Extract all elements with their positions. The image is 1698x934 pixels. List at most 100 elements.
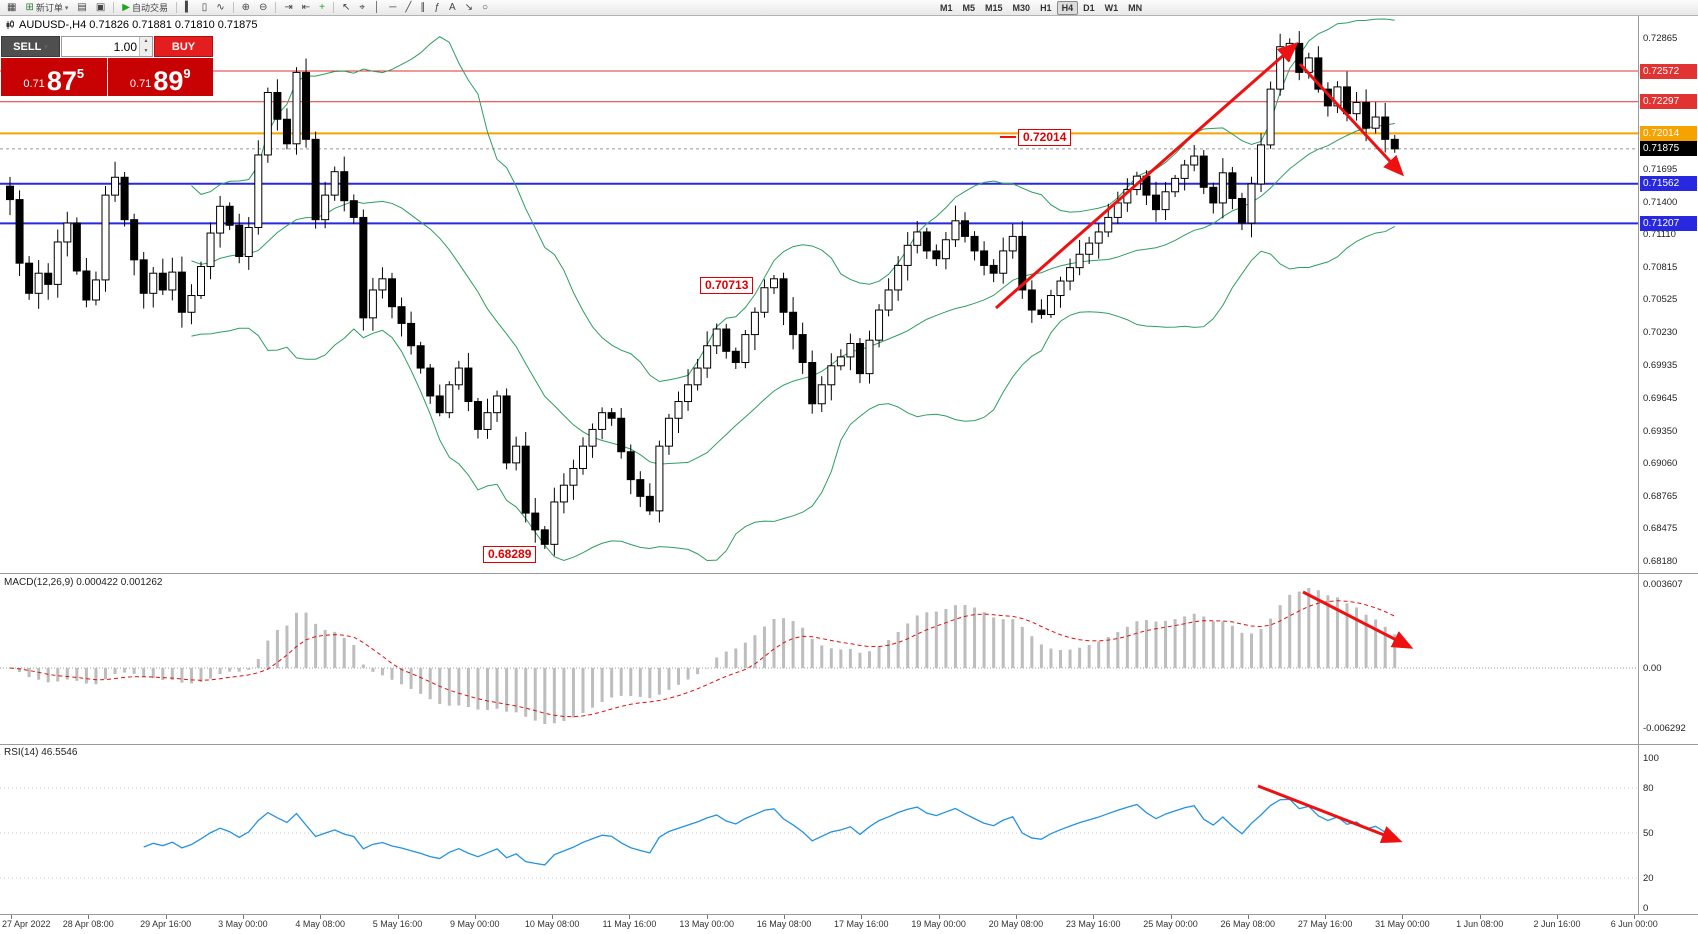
profiles-icon[interactable]: ▤	[73, 1, 90, 15]
timeframe-w1-button[interactable]: W1	[1100, 1, 1124, 15]
macd-indicator	[0, 588, 1638, 724]
timeframe-m5-button[interactable]: M5	[958, 1, 981, 15]
zoom-in-icon[interactable]: ⊕	[238, 1, 254, 15]
bar-chart-icon: ▍	[185, 1, 193, 13]
one-click-trading-panel: SELL ▾ ▲ ▼ BUY 0.71 87 5 0.71 89 9	[1, 36, 213, 96]
line-chart-icon[interactable]: ∿	[212, 1, 228, 15]
timeframe-m1-button[interactable]: M1	[935, 1, 958, 15]
chart-shift-icon: ⇤	[301, 1, 311, 13]
chart-shift-icon[interactable]: ⇤	[298, 1, 314, 15]
trendline-icon[interactable]: ╱	[401, 1, 415, 15]
volume-spinner: ▲ ▼	[139, 37, 152, 56]
volume-down-button[interactable]: ▼	[140, 46, 152, 56]
shapes-icon[interactable]: ○	[478, 1, 492, 15]
sell-button[interactable]: SELL ▾	[1, 36, 60, 57]
timeframe-m15-button[interactable]: M15	[980, 1, 1008, 15]
macd-signal-line	[9, 600, 1395, 718]
zoom-in-icon: ⊕	[241, 1, 250, 13]
buy-button[interactable]: BUY	[154, 36, 213, 57]
buy-price-big-digits: 89	[153, 66, 184, 96]
toolbar-separator	[232, 2, 234, 13]
trade-panel-controls: SELL ▾ ▲ ▼ BUY	[1, 36, 213, 57]
channel-icon[interactable]: ∥	[416, 1, 429, 15]
autotrade-button[interactable]: ▶ 自动交易	[118, 1, 172, 15]
timeframe-h1-button[interactable]: H1	[1035, 1, 1057, 15]
buy-price-prefix: 0.71	[129, 78, 152, 90]
bollinger-middle-band	[191, 122, 1395, 465]
horizontal-line-icon: ─	[389, 1, 397, 13]
text-icon: A	[448, 1, 456, 13]
toolbar-separator	[333, 2, 335, 13]
macd-indicator-label: MACD(12,26,9) 0.000422 0.001262	[4, 577, 163, 588]
sell-price-big-digits: 87	[46, 66, 77, 96]
new-chart-icon: ▦	[7, 1, 17, 13]
trendline-icon: ╱	[405, 1, 412, 13]
candlestick-chart-icon: ▯	[201, 1, 208, 13]
sell-price-pip-digit: 5	[76, 66, 85, 81]
sell-button-label: SELL	[13, 40, 42, 53]
toolbar-separator	[113, 2, 115, 13]
bar-chart-icon[interactable]: ▍	[181, 1, 197, 15]
sell-price-prefix: 0.71	[23, 78, 45, 90]
terminal-icon[interactable]: ▣	[92, 1, 109, 15]
trend-arrow-4[interactable]	[1257, 784, 1403, 843]
indicators-icon: +	[319, 1, 326, 13]
timeframe-toolbar: M1 M5 M15 M30 H1 H4 D1 W1 MN	[935, 1, 1147, 15]
volume-up-button[interactable]: ▲	[140, 37, 152, 47]
new-order-button-caret-icon: ▾	[64, 4, 69, 12]
arrows-icon[interactable]: ↘	[461, 1, 477, 15]
new-order-button-label: 新订单	[35, 3, 63, 13]
crosshair-icon[interactable]: ⌖	[355, 1, 369, 15]
bollinger-lower-band	[191, 225, 1395, 561]
candlestick-series	[6, 31, 1399, 556]
toolbar-separator	[176, 2, 177, 13]
symbol-ohlc-text: AUDUSD-,H4 0.71826 0.71881 0.71810 0.718…	[19, 19, 258, 31]
chart-icon	[6, 20, 14, 29]
cursor-icon[interactable]: ↖	[338, 1, 354, 15]
autotrade-button-label: 自动交易	[131, 3, 168, 13]
profiles-icon: ▤	[77, 1, 87, 13]
sell-price-display[interactable]: 0.71 87 5	[1, 58, 107, 96]
zoom-out-icon: ⊖	[259, 1, 268, 13]
main-toolbar: ▦ ⊞ 新订单 ▾ ▤ ▣ ▶ 自动交易 ▍ ▯ ∿ ⊕ ⊖ ⇥ ⇤ + ↖ ⌖ │ ─ ╱ ∥ ƒ A ↘ ○	[0, 0, 1698, 16]
crosshair-icon: ⌖	[359, 1, 366, 13]
zoom-out-icon[interactable]: ⊖	[255, 1, 271, 15]
vertical-line-icon: │	[374, 1, 381, 13]
arrows-icon: ↘	[464, 1, 474, 13]
trend-arrow-1[interactable]	[995, 42, 1299, 310]
rsi-indicator-label: RSI(14) 46.5546	[4, 747, 78, 758]
cursor-icon: ↖	[342, 1, 351, 13]
timeframe-mn-button[interactable]: MN	[1123, 1, 1147, 15]
rsi-indicator	[0, 787, 1638, 879]
auto-scroll-icon: ⇥	[284, 1, 293, 13]
trend-arrow-3[interactable]	[1302, 590, 1414, 649]
timeframe-h4-button[interactable]: H4	[1056, 1, 1079, 15]
timeframe-d1-button[interactable]: D1	[1078, 1, 1100, 15]
vertical-line-icon[interactable]: │	[370, 1, 384, 15]
new-chart-icon[interactable]: ▦	[3, 1, 20, 15]
horizontal-line-icon[interactable]: ─	[385, 1, 400, 15]
indicators-icon[interactable]: +	[315, 1, 329, 15]
horizontal-level-lines	[0, 70, 1638, 225]
candlestick-chart-icon[interactable]: ▯	[198, 1, 212, 15]
buy-price-pip-digit: 9	[183, 66, 191, 81]
trend-arrow-2[interactable]	[1298, 62, 1405, 177]
sell-dropdown-caret-icon: ▾	[44, 43, 48, 51]
buy-price-display[interactable]: 0.71 89 9	[107, 58, 213, 96]
new-order-button[interactable]: ⊞ 新订单 ▾	[21, 1, 72, 15]
trade-panel-prices: 0.71 87 5 0.71 89 9	[1, 58, 213, 96]
volume-stepper[interactable]: ▲ ▼	[61, 36, 153, 57]
auto-scroll-icon[interactable]: ⇥	[280, 1, 296, 15]
fibonacci-icon: ƒ	[434, 1, 440, 13]
text-icon[interactable]: A	[445, 1, 460, 15]
fibonacci-icon[interactable]: ƒ	[430, 1, 444, 15]
symbol-ohlc-header: AUDUSD-,H4 0.71826 0.71881 0.71810 0.718…	[5, 19, 258, 31]
shapes-icon: ○	[482, 1, 489, 13]
volume-input[interactable]	[62, 37, 139, 56]
timeframe-m30-button[interactable]: M30	[1008, 1, 1036, 15]
rsi-line	[143, 798, 1395, 866]
toolbar-separator	[275, 2, 277, 13]
line-chart-icon: ∿	[216, 1, 225, 13]
